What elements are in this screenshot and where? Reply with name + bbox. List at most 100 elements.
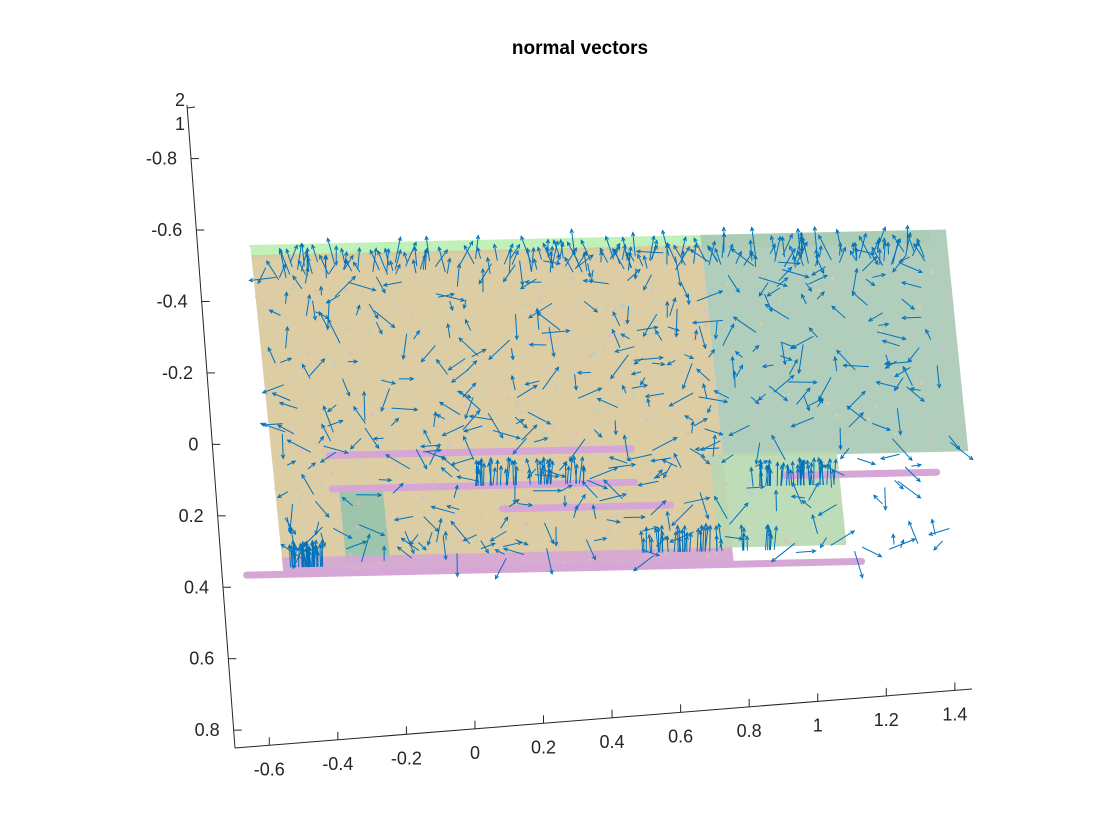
normal-vector	[665, 535, 670, 553]
normal-vector	[477, 469, 482, 486]
x-tick-label: 0.2	[531, 737, 556, 757]
normal-vector	[348, 281, 377, 292]
normal-vector	[424, 235, 431, 262]
cloud-point	[387, 437, 391, 440]
normal-vector	[462, 409, 481, 431]
normal-vector	[693, 418, 708, 427]
cloud-point	[891, 409, 895, 413]
cloud-point	[738, 289, 743, 293]
cloud-point	[254, 295, 258, 299]
cloud-point	[785, 419, 789, 423]
normal-vector	[405, 241, 417, 267]
normal-vector	[892, 254, 907, 273]
normal-vector	[665, 300, 670, 318]
normal-vector	[528, 302, 553, 319]
normal-vector	[906, 386, 925, 402]
cloud-point	[749, 493, 754, 498]
normal-vector	[631, 383, 649, 389]
normal-vector	[892, 438, 913, 462]
cloud-point	[551, 280, 554, 283]
cloud-point	[648, 282, 652, 285]
normal-vector	[495, 459, 500, 486]
normal-vector	[773, 525, 779, 550]
cloud-point	[431, 480, 435, 483]
normal-vector	[728, 424, 750, 436]
normal-vector	[714, 247, 722, 265]
cloud-point	[787, 393, 791, 396]
normal-vector	[314, 521, 320, 536]
normal-vector	[569, 228, 576, 256]
normal-vector	[788, 468, 794, 486]
normal-vector	[573, 374, 579, 391]
normal-vector	[441, 425, 465, 437]
cloud-point	[653, 285, 657, 289]
normal-vector	[466, 360, 478, 372]
normal-vector	[392, 482, 404, 494]
cloud-point	[287, 394, 291, 398]
normal-vector	[582, 278, 609, 285]
normal-vector	[873, 494, 883, 505]
normal-vector	[796, 387, 811, 405]
normal-vector	[612, 245, 621, 258]
cloud-point	[961, 417, 963, 419]
cloud-point	[710, 531, 715, 536]
cloud-point	[486, 506, 490, 511]
normal-vector	[403, 251, 408, 263]
normal-vector	[563, 460, 568, 484]
normal-vector	[515, 539, 529, 546]
cloud-point	[365, 304, 368, 307]
cloud-point	[291, 367, 295, 371]
normal-vector	[352, 261, 361, 273]
cloud-point	[686, 477, 690, 482]
normal-vector	[514, 416, 528, 429]
normal-vector	[702, 382, 708, 399]
normal-vector	[765, 463, 770, 487]
cloud-point	[725, 283, 730, 287]
cloud-point	[844, 341, 847, 344]
normal-vector	[811, 457, 817, 486]
normal-vector	[319, 254, 329, 275]
normal-vector	[644, 393, 665, 399]
cloud-point	[417, 351, 420, 354]
normal-vector	[842, 363, 869, 368]
normal-vector	[500, 516, 509, 529]
cloud-point	[570, 337, 574, 342]
cloud-point	[329, 277, 332, 280]
normal-vector	[930, 518, 936, 535]
normal-vector	[680, 528, 685, 552]
cloud-point	[751, 426, 757, 431]
normal-vector	[790, 416, 815, 428]
normal-vector	[749, 250, 758, 260]
cloud-region-3	[338, 487, 391, 563]
cloud-point	[459, 281, 462, 284]
cloud-point	[606, 528, 611, 533]
cloud-point	[639, 305, 644, 309]
normal-vector	[280, 433, 286, 460]
normal-vector	[901, 281, 922, 288]
normal-vector	[805, 282, 813, 292]
cloud-point	[592, 351, 596, 356]
cloud-point	[400, 392, 404, 397]
normal-vector	[730, 355, 735, 379]
cloud-point	[718, 548, 720, 551]
cloud-point	[847, 285, 852, 290]
normal-vector	[815, 255, 825, 275]
normal-vector	[735, 250, 742, 264]
cloud-point	[906, 284, 908, 287]
cloud-point	[363, 467, 366, 470]
cloud-point	[820, 367, 822, 370]
normal-vector	[541, 328, 571, 334]
cloud-point	[504, 389, 509, 394]
normal-vector	[666, 241, 677, 264]
normal-vector	[885, 241, 891, 255]
cloud-point	[441, 382, 446, 387]
normal-vector	[301, 473, 315, 495]
cloud-point	[758, 322, 763, 327]
cloud-point	[496, 288, 500, 292]
cloud-point	[593, 421, 596, 424]
cloud-point	[321, 449, 325, 453]
normal-vector	[621, 384, 627, 394]
cloud-point	[367, 329, 372, 333]
cloud-point	[608, 458, 612, 463]
